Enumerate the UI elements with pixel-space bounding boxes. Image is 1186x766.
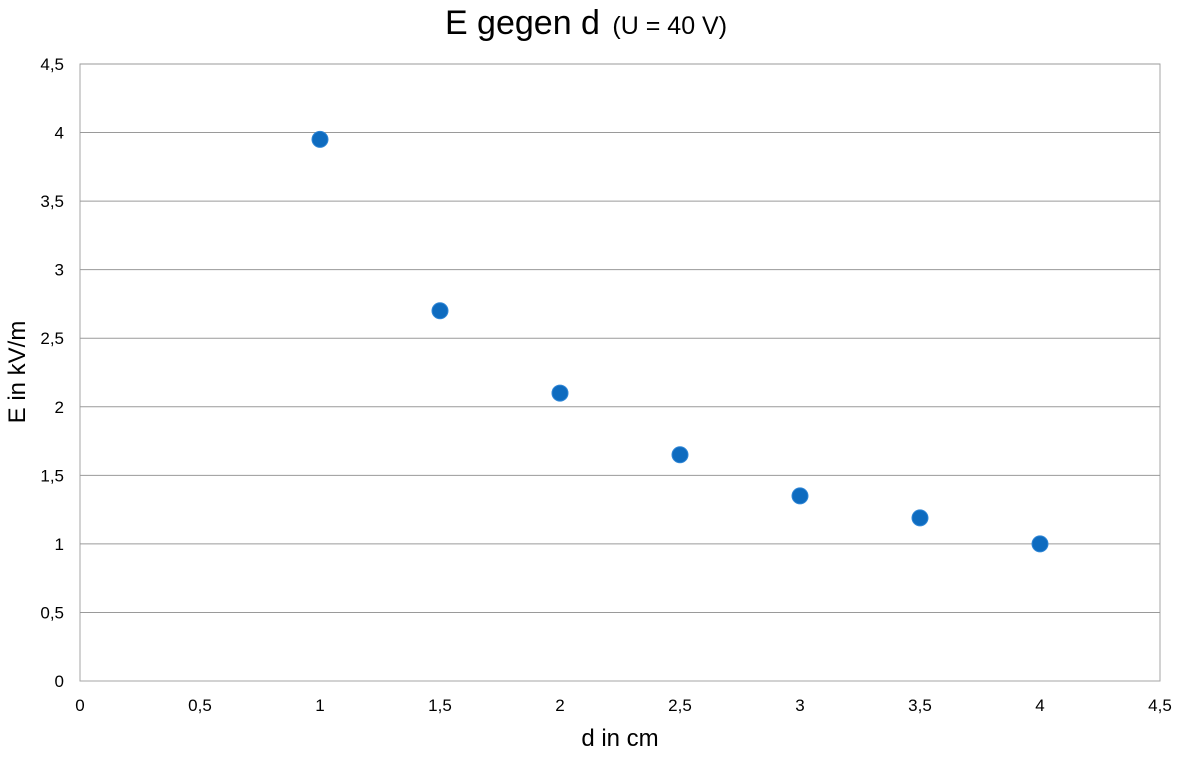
chart-title: E gegen d (U = 40 V) (445, 4, 727, 42)
y-tick-label: 2,5 (40, 329, 64, 348)
plot-area (79, 63, 1161, 682)
data-point (911, 509, 929, 527)
gridlines (80, 63, 1160, 613)
y-tick-labels: 0 0,5 1 1,5 2 2,5 3 3,5 4 4,5 (40, 55, 64, 691)
x-tick-label: 0 (75, 696, 84, 715)
data-point (551, 384, 569, 402)
y-tick-label: 4,5 (40, 55, 64, 74)
y-axis-title: E in kV/m (4, 321, 31, 424)
x-tick-label: 4 (1035, 696, 1044, 715)
y-tick-label: 4 (55, 124, 64, 143)
y-tick-label: 0,5 (40, 603, 64, 622)
data-point (431, 302, 449, 320)
data-point (1031, 535, 1049, 553)
x-tick-labels: 0 0,5 1 1,5 2 2,5 3 3,5 4 4,5 (75, 696, 1172, 715)
y-tick-label: 2 (55, 398, 64, 417)
x-tick-label: 1,5 (428, 696, 452, 715)
y-tick-label: 3 (55, 261, 64, 280)
x-tick-label: 0,5 (188, 696, 212, 715)
y-tick-label: 0 (55, 672, 64, 691)
x-tick-label: 2 (555, 696, 564, 715)
data-point (791, 487, 809, 505)
x-tick-label: 4,5 (1148, 696, 1172, 715)
chart-title-main: E gegen d (445, 4, 600, 42)
chart-title-subtitle: (U = 40 V) (612, 12, 727, 40)
x-tick-label: 2,5 (668, 696, 692, 715)
y-tick-label: 1,5 (40, 466, 64, 485)
x-tick-label: 3,5 (908, 696, 932, 715)
y-tick-label: 3,5 (40, 192, 64, 211)
y-tick-label: 1 (55, 535, 64, 554)
x-axis-title: d in cm (581, 725, 658, 752)
data-point (671, 446, 689, 464)
data-points (311, 130, 1049, 553)
x-tick-label: 3 (795, 696, 804, 715)
x-tick-label: 1 (315, 696, 324, 715)
data-point (311, 130, 329, 148)
